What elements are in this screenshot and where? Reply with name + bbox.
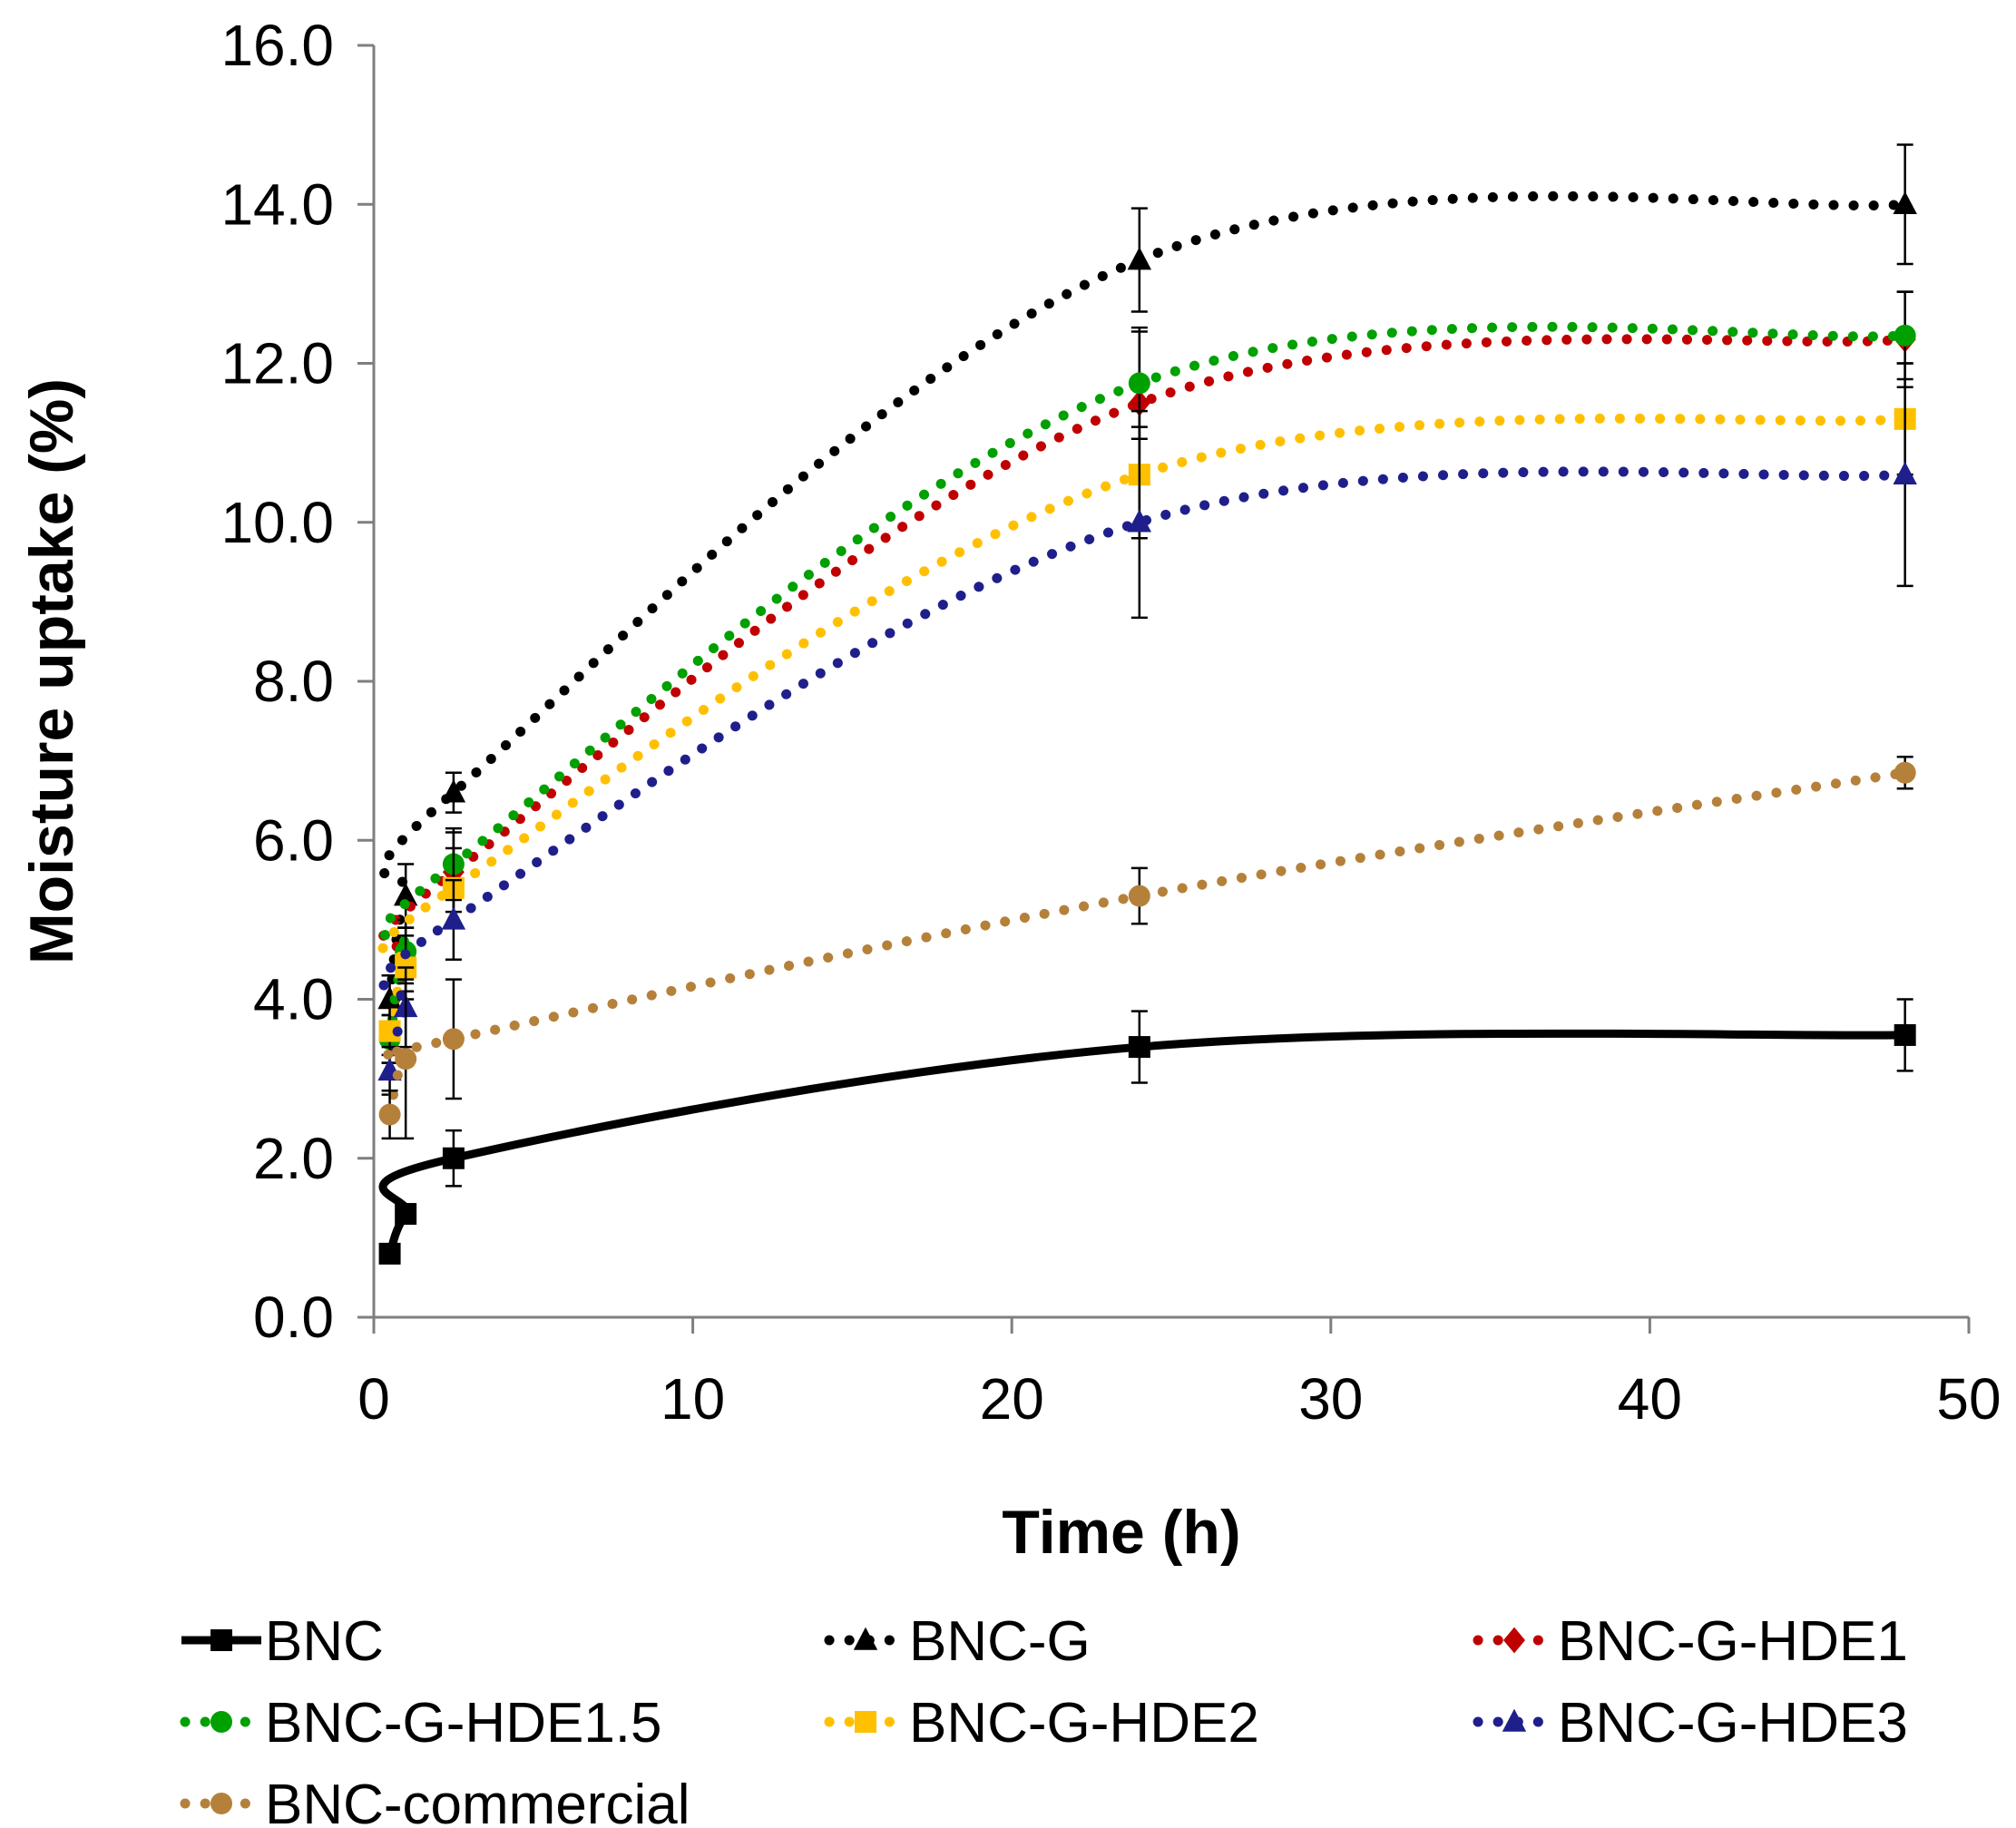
legend-item-bnc: BNC [181, 1610, 384, 1673]
series-bnc-g-hde1-5 [377, 290, 1916, 1064]
data-point [442, 1147, 465, 1169]
legend-marker [210, 1793, 232, 1814]
legend-item-bnc-g-hde3: BNC-G-HDE3 [1473, 1692, 1908, 1755]
x-tick-label: 20 [980, 1366, 1044, 1432]
x-tick-label: 0 [357, 1366, 390, 1432]
data-point [1894, 1023, 1916, 1046]
legend-item-bnc-g-hde1: BNC-G-HDE1 [1473, 1610, 1908, 1673]
data-point [393, 883, 418, 906]
legend-marker [1503, 1627, 1525, 1654]
y-tick-label: 4.0 [253, 967, 334, 1032]
data-point [442, 1028, 465, 1051]
legend-marker [1502, 1708, 1527, 1732]
y-tick-label: 12.0 [220, 331, 334, 396]
series-bnc [378, 998, 1916, 1265]
y-tick-label: 14.0 [220, 171, 334, 237]
y-tick-label: 2.0 [253, 1126, 334, 1191]
y-tick-label: 6.0 [253, 807, 334, 873]
data-point [1128, 1036, 1150, 1059]
series-line-bnc-g-hde2 [377, 413, 1911, 1037]
legend-label: BNC-G-HDE3 [1558, 1692, 1908, 1755]
y-ticks: 0.0 2.0 4.0 6.0 8.0 10.0 12.0 14.0 16.0 [220, 13, 374, 1350]
y-tick-label: 8.0 [253, 649, 334, 714]
legend-item-bnc-g: BNC-G [824, 1610, 1091, 1673]
data-point [1127, 509, 1152, 533]
data-point [395, 1203, 417, 1226]
series-line-bnc [378, 1029, 1905, 1256]
data-point [1894, 324, 1916, 347]
series-line-bnc-g-hde1 [377, 334, 1911, 1044]
series-bnc-g-hde1 [377, 290, 1916, 1064]
legend-label: BNC-G [909, 1610, 1091, 1673]
plot-area [377, 143, 1917, 1265]
legend-marker [210, 1711, 232, 1733]
series-line-bnc-commercial [377, 767, 1911, 1120]
data-point [378, 1103, 401, 1126]
legend-label: BNC-G-HDE2 [909, 1692, 1259, 1755]
y-tick-label: 16.0 [220, 13, 334, 78]
data-point [1128, 372, 1150, 395]
data-point [1893, 191, 1917, 215]
x-tick-label: 40 [1618, 1366, 1682, 1432]
legend-label: BNC-G-HDE1.5 [265, 1692, 662, 1755]
series-bnc-g-hde2 [377, 362, 1916, 1057]
legend-item-bnc-g-hde1-5: BNC-G-HDE1.5 [180, 1692, 662, 1755]
series-line-bnc-g [377, 191, 1911, 1004]
data-point [441, 779, 466, 803]
data-point [441, 906, 466, 930]
legend-marker [853, 1627, 878, 1650]
data-point [1128, 885, 1150, 907]
x-tick-label: 10 [661, 1366, 725, 1432]
y-tick-label: 10.0 [220, 490, 334, 555]
data-point [1893, 461, 1917, 484]
x-tick-label: 30 [1298, 1366, 1363, 1432]
legend-label: BNC [265, 1610, 384, 1673]
series-line-bnc-g-hde1-5 [377, 321, 1911, 1044]
data-point [1894, 761, 1916, 784]
x-axis-title: Time (h) [1002, 1498, 1240, 1567]
legend-marker [855, 1711, 876, 1733]
legend-item-bnc-commercial: BNC-commercial [180, 1774, 690, 1828]
x-ticks: 0 10 20 30 40 50 [357, 1317, 2001, 1432]
series-bnc-g [377, 143, 1917, 1025]
y-axis-title: Moisture uptake (%) [17, 378, 86, 964]
data-point [395, 1048, 417, 1070]
x-tick-label: 50 [1936, 1366, 2001, 1432]
legend-label: BNC-commercial [265, 1774, 690, 1828]
legend: BNC BNC-G BNC-G-HDE1 BNC-G-HDE1.5 BNC-G-HDE2… [180, 1610, 1908, 1828]
y-tick-label: 0.0 [253, 1285, 334, 1350]
series-bnc-commercial [377, 755, 1916, 1140]
legend-item-bnc-g-hde2: BNC-G-HDE2 [824, 1692, 1259, 1755]
data-point [1127, 247, 1152, 270]
series-line-bnc-g-hde3 [377, 466, 1911, 1076]
legend-marker [210, 1629, 232, 1651]
data-point [378, 1242, 401, 1265]
legend-label: BNC-G-HDE1 [1558, 1610, 1908, 1673]
